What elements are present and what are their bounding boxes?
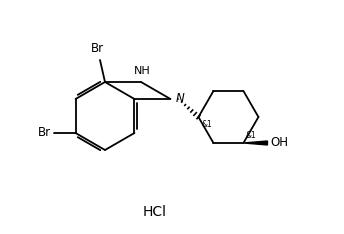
Polygon shape xyxy=(244,141,267,145)
Text: &1: &1 xyxy=(202,120,212,129)
Text: HCl: HCl xyxy=(143,205,167,219)
Text: NH: NH xyxy=(133,66,150,76)
Text: Br: Br xyxy=(90,42,104,55)
Text: Br: Br xyxy=(37,127,51,139)
Text: &1: &1 xyxy=(246,131,256,140)
Text: N: N xyxy=(175,92,184,106)
Text: OH: OH xyxy=(270,136,289,150)
